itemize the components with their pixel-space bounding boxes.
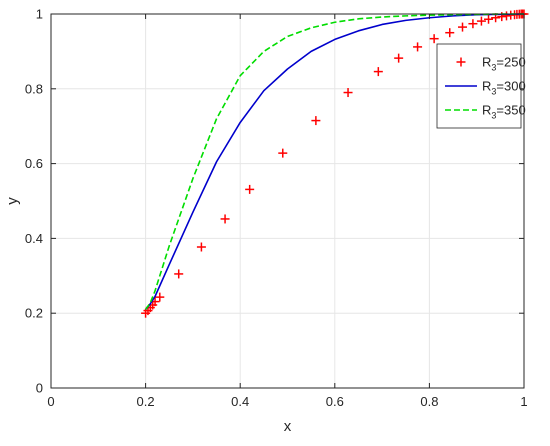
data-point	[445, 28, 455, 38]
data-point	[245, 184, 255, 194]
x-tick-label: 0.8	[420, 394, 438, 409]
y-axis-label: y	[4, 197, 21, 205]
legend-entry: R3=350	[445, 103, 526, 121]
data-point	[413, 42, 423, 52]
series-line	[144, 13, 524, 310]
y-tick-label: 0.8	[25, 81, 43, 96]
data-point	[458, 22, 468, 32]
data-point	[220, 214, 230, 224]
data-point	[476, 16, 486, 26]
x-axis-label: x	[284, 418, 292, 435]
legend-label: R3=250	[482, 55, 526, 73]
data-point	[155, 292, 165, 302]
legend-label-suffix: =300	[496, 79, 525, 94]
series-line	[144, 13, 525, 310]
legend-swatch	[456, 57, 466, 67]
series-r3-350	[144, 13, 524, 310]
ticks: 0 0.2 0.4 0.6 0.8 1 0 0.2 0.4 0.6 0.8 1	[25, 7, 528, 410]
legend-label-suffix: =350	[496, 103, 525, 118]
data-point	[373, 67, 383, 77]
legend-label-subscript: 3	[491, 111, 496, 121]
x-tick-label: 0	[47, 394, 54, 409]
legend-label-subscript: 3	[491, 87, 496, 97]
data-point	[429, 34, 439, 44]
legend-label-base: R	[482, 79, 491, 94]
x-tick-label: 0.2	[137, 394, 155, 409]
y-tick-label: 0	[36, 381, 43, 396]
y-tick-label: 1	[36, 7, 43, 22]
legend-label-suffix: =250	[496, 55, 525, 70]
data-point	[343, 88, 353, 98]
data-point	[311, 116, 321, 126]
legend-entry: R3=300	[445, 79, 526, 97]
x-tick-label: 0.4	[231, 394, 249, 409]
legend-label: R3=350	[482, 103, 526, 121]
data-point	[174, 269, 184, 279]
data-point	[278, 148, 288, 158]
x-tick-label: 1	[520, 394, 527, 409]
data-point	[468, 19, 478, 29]
data-point	[484, 14, 494, 24]
legend-label: R3=300	[482, 79, 526, 97]
x-tick-label: 0.6	[326, 394, 344, 409]
data-point	[394, 53, 404, 63]
legend-label-base: R	[482, 55, 491, 70]
data-point	[196, 242, 206, 252]
legend-label-base: R	[482, 103, 491, 118]
legend-entry: R3=250	[456, 55, 526, 73]
y-tick-label: 0.6	[25, 156, 43, 171]
y-tick-label: 0.4	[25, 231, 43, 246]
plot-frame	[50, 13, 525, 389]
series-r3-300	[144, 13, 525, 310]
legend-label-subscript: 3	[491, 63, 496, 73]
y-tick-label: 0.2	[25, 306, 43, 321]
